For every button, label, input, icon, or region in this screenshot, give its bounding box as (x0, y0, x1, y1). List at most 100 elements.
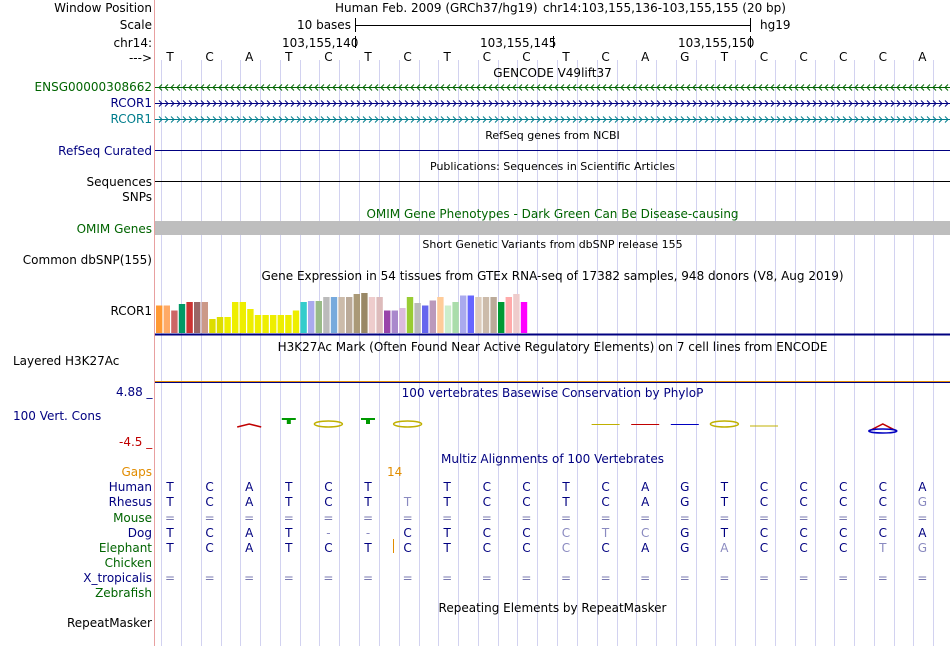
gencode-track-title[interactable]: GENCODE V49lift37 (493, 66, 612, 80)
strand-arrow (770, 84, 775, 91)
strand-arrow (662, 100, 667, 107)
gtex-bar (323, 297, 330, 333)
gtex-bar (391, 310, 398, 333)
strand-arrow (800, 84, 805, 91)
strand-arrow (386, 84, 391, 91)
alignment-base: C (482, 541, 491, 555)
strand-arrow (914, 116, 919, 123)
strand-arrow (656, 100, 661, 107)
strand-arrow (464, 84, 469, 91)
strand-arrow (218, 116, 223, 123)
strand-arrow (278, 100, 283, 107)
strand-arrow (596, 116, 601, 123)
alignment-base: C (799, 541, 808, 555)
omim-label[interactable]: OMIM Genes (76, 222, 152, 236)
h3k27ac-label[interactable]: Layered H3K27Ac (13, 354, 120, 368)
strand-arrow (254, 100, 259, 107)
strand-arrow (566, 116, 571, 123)
species-label[interactable]: Mouse (113, 511, 152, 525)
species-label[interactable]: X_tropicalis (83, 571, 152, 585)
strand-arrow (746, 84, 751, 91)
species-label[interactable]: Dog (127, 526, 152, 540)
strand-arrow (812, 116, 817, 123)
gene-label-rcor1-alt[interactable]: RCOR1 (110, 112, 152, 126)
species-label[interactable]: Elephant (98, 541, 152, 555)
dbsnp-label[interactable]: Common dbSNP(155) (22, 253, 152, 267)
strand-arrow (614, 84, 619, 91)
alignment-base: = (362, 571, 374, 585)
gtex-gene-label[interactable]: RCOR1 (110, 304, 152, 318)
strand-arrow (170, 116, 175, 123)
phylop-track-title[interactable]: 100 vertebrates Basewise Conservation by… (401, 386, 704, 400)
strand-arrow (314, 116, 319, 123)
alignment-base: A (720, 541, 729, 555)
strand-arrow (542, 100, 547, 107)
gtex-bar (399, 308, 406, 333)
strand-arrow (440, 84, 445, 91)
strand-arrow (260, 116, 265, 123)
species-label[interactable]: Rhesus (108, 495, 152, 509)
gtex-bar (368, 297, 376, 333)
strand-arrow (200, 116, 205, 123)
strand-arrow (500, 100, 505, 107)
refseq-track-title[interactable]: RefSeq genes from NCBI (485, 129, 620, 142)
strand-arrow (524, 116, 529, 123)
strand-arrow (650, 100, 655, 107)
strand-arrow (716, 116, 721, 123)
species-label[interactable]: Chicken (104, 556, 152, 570)
strand-arrow (500, 116, 505, 123)
multiz-track-title[interactable]: Multiz Alignments of 100 Vertebrates (440, 452, 665, 466)
gtex-bar (475, 297, 482, 333)
strand-arrow (620, 100, 625, 107)
gtex-bar (292, 310, 300, 333)
phylop-label[interactable]: 100 Vert. Cons (13, 409, 102, 423)
strand-arrow (362, 116, 367, 123)
dbsnp-track-title[interactable]: Short Genetic Variants from dbSNP releas… (422, 238, 683, 251)
repeatmasker-label[interactable]: RepeatMasker (66, 616, 152, 630)
alignment-base: T (166, 526, 174, 540)
species-label[interactable]: Zebrafish (95, 586, 152, 600)
alignment-base: = (362, 511, 374, 525)
strand-arrow (782, 116, 787, 123)
gtex-bar (209, 319, 216, 333)
h3k27ac-track-title[interactable]: H3K27Ac Mark (Often Found Near Active Re… (277, 340, 828, 354)
strand-arrow (290, 116, 295, 123)
gtex-bar (513, 294, 520, 333)
alignment-base: T (403, 495, 412, 509)
strand-arrow (920, 84, 925, 91)
ref-base: A (245, 50, 254, 64)
strand-arrow (404, 100, 409, 107)
alignment-base: = (244, 511, 255, 525)
gtex-bar (384, 310, 391, 333)
refseq-label[interactable]: RefSeq Curated (58, 144, 152, 158)
species-label[interactable]: Human (108, 480, 152, 494)
sequences-label[interactable]: Sequences (86, 175, 152, 189)
strand-arrow (212, 116, 217, 123)
strand-arrow (908, 100, 913, 107)
alignment-base: = (323, 571, 334, 585)
strand-arrow (386, 116, 391, 123)
strand-arrow (818, 84, 823, 91)
snps-label[interactable]: SNPs (122, 190, 152, 204)
window-position[interactable]: chr14:103,155,136-103,155,155 (20 bp) (543, 1, 786, 15)
alignment-base: = (679, 571, 690, 585)
gtex-bar (178, 304, 186, 333)
gtex-bar (277, 315, 284, 333)
publications-track-title[interactable]: Publications: Sequences in Scientific Ar… (430, 160, 675, 173)
strand-arrow (644, 100, 649, 107)
gene-label-rcor1[interactable]: RCOR1 (110, 96, 152, 110)
strand-arrow (158, 84, 163, 91)
gene-label-ensg[interactable]: ENSG00000308662 (34, 80, 152, 94)
alignment-base: = (204, 571, 215, 585)
strand-arrow (404, 84, 409, 91)
strand-arrow (458, 100, 463, 107)
strand-arrow (776, 100, 781, 107)
repeatmasker-track-title[interactable]: Repeating Elements by RepeatMasker (438, 601, 667, 615)
alignment-base: = (164, 511, 176, 525)
strand-arrow (524, 100, 529, 107)
gtex-track-title[interactable]: Gene Expression in 54 tissues from GTEx … (261, 269, 844, 283)
omim-track-title[interactable]: OMIM Gene Phenotypes - Dark Green Can Be… (366, 207, 739, 221)
gtex-bar (201, 302, 208, 333)
strand-arrow (332, 100, 337, 107)
strand-arrow (908, 84, 913, 91)
